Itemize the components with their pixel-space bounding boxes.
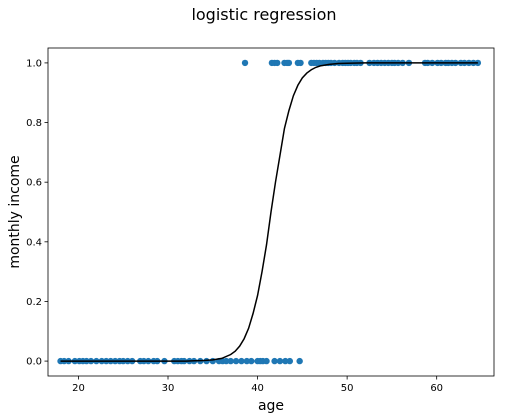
logistic-curve bbox=[60, 62, 478, 362]
data-point bbox=[223, 357, 230, 365]
x-tick-label: 60 bbox=[430, 383, 443, 394]
data-point bbox=[297, 59, 304, 67]
x-axis-label: age bbox=[258, 398, 284, 414]
y-tick-label: 0.0 bbox=[26, 357, 42, 368]
data-point bbox=[271, 357, 278, 365]
y-tick-label: 0.2 bbox=[26, 297, 42, 308]
y-tick-label: 1.0 bbox=[26, 58, 42, 69]
x-tick-label: 20 bbox=[72, 383, 85, 394]
y-tick-label: 0.4 bbox=[26, 237, 42, 248]
data-point bbox=[243, 357, 251, 365]
data-point bbox=[296, 357, 303, 365]
data-point bbox=[274, 59, 281, 67]
data-point bbox=[241, 59, 249, 67]
y-tick-label: 0.6 bbox=[26, 178, 42, 189]
x-tick-label: 40 bbox=[251, 383, 264, 394]
data-point bbox=[248, 357, 255, 365]
axes-frame bbox=[47, 47, 495, 377]
data-point bbox=[276, 357, 284, 365]
data-point bbox=[263, 357, 270, 365]
x-tick-label: 30 bbox=[162, 383, 175, 394]
data-point bbox=[285, 59, 293, 67]
data-point bbox=[227, 357, 234, 365]
data-point bbox=[238, 357, 245, 365]
y-tick-label: 0.8 bbox=[26, 118, 42, 129]
chart-title: logistic regression bbox=[191, 5, 336, 24]
data-point bbox=[286, 357, 294, 365]
data-point bbox=[232, 357, 240, 365]
plot-area: 20 30 40 50 60 0.0 0.2 0.4 0.6 0.8 1.0 bbox=[26, 47, 495, 394]
x-tick-label: 50 bbox=[341, 383, 354, 394]
y-axis-label: monthly income bbox=[7, 155, 23, 268]
data-point bbox=[282, 357, 289, 365]
